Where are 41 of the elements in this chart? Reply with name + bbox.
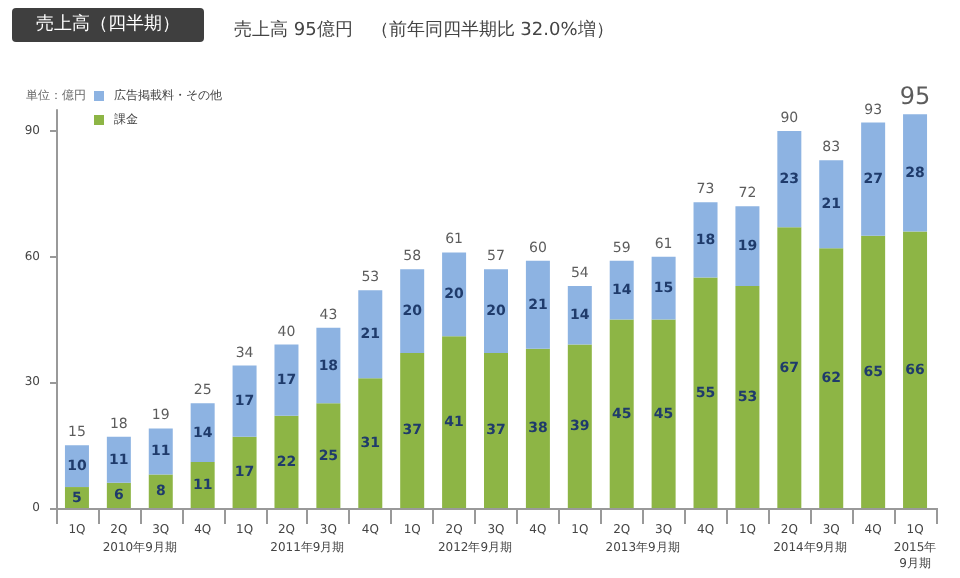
bar <box>819 248 844 508</box>
bar <box>693 277 718 508</box>
bar <box>442 252 467 337</box>
bar <box>148 428 173 475</box>
bar <box>316 327 341 404</box>
bar <box>484 352 508 508</box>
bar <box>232 436 257 508</box>
bar <box>819 160 844 249</box>
bar <box>609 319 634 508</box>
bar <box>651 319 676 508</box>
bar <box>567 285 592 345</box>
bar <box>609 260 634 320</box>
bar <box>400 352 425 508</box>
bar <box>274 415 299 508</box>
bar <box>777 227 802 508</box>
bar <box>525 348 550 508</box>
chart-title: 売上高（四半期） <box>36 13 180 35</box>
bar <box>693 202 718 278</box>
bar <box>232 365 257 437</box>
bar <box>567 344 592 508</box>
chart-subtitle: 売上高 95億円 （前年同四半期比 32.0%増） <box>234 19 614 41</box>
bar <box>358 378 383 508</box>
bar <box>190 461 215 508</box>
bar <box>484 269 508 353</box>
bar <box>316 403 341 508</box>
bar <box>861 122 886 236</box>
bar <box>400 269 425 353</box>
bar <box>903 114 928 232</box>
bar <box>861 235 886 508</box>
bar <box>903 231 928 508</box>
bar <box>442 336 467 508</box>
bar <box>274 344 299 416</box>
bar <box>190 403 215 462</box>
bar <box>106 436 131 483</box>
bar <box>777 130 802 228</box>
bar <box>148 474 173 508</box>
total-label: 95 <box>899 82 931 111</box>
bar <box>358 290 383 379</box>
bar <box>735 206 760 286</box>
bar <box>735 285 760 508</box>
bar <box>525 260 550 349</box>
